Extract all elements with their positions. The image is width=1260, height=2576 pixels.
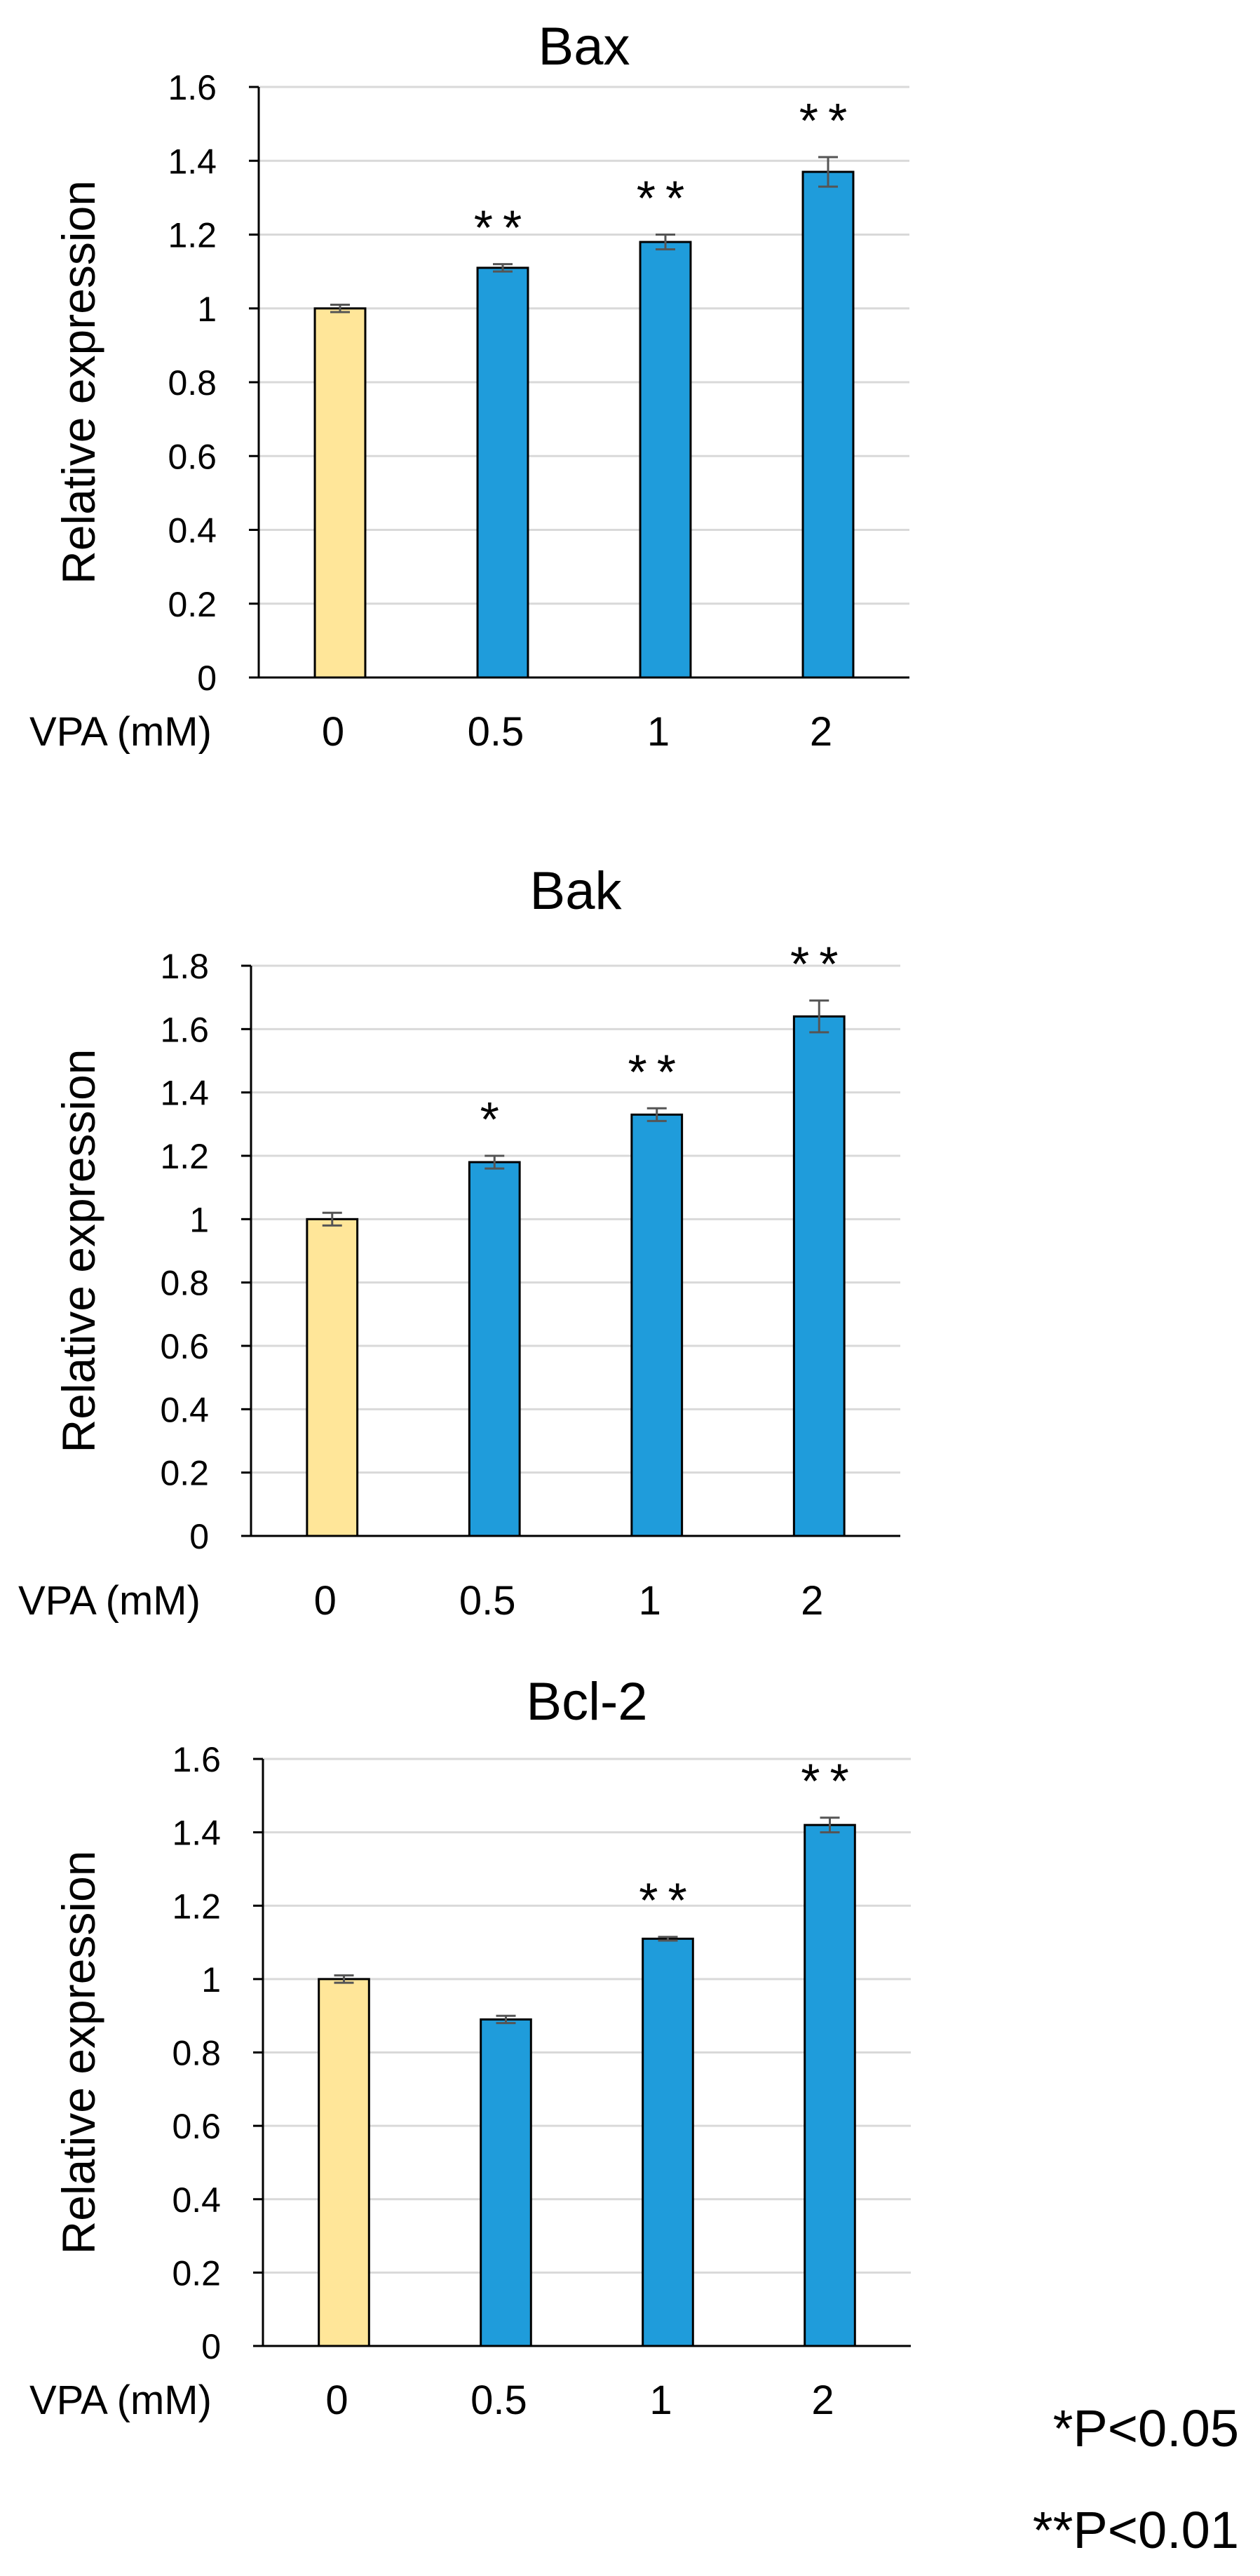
chart-panel-1: Bak 0 0.2 0.4 0.6 0.8 1 1.2 1.4 1.6 1.8 Relative ex… <box>18 861 900 1624</box>
y-tick-label: 0.4 <box>172 2180 221 2220</box>
significance-mark: ** <box>790 937 848 992</box>
bar-2 <box>792 1015 846 1537</box>
bar-1 <box>639 241 692 679</box>
significance-mark: * <box>480 1092 509 1147</box>
y-tick-label: 1.4 <box>160 1074 209 1113</box>
bar-0.5 <box>468 1161 521 1537</box>
x-tick-label: 1 <box>639 1578 661 1624</box>
y-tick-label: 0.4 <box>160 1390 209 1429</box>
y-tick-label: 1.6 <box>160 1010 209 1049</box>
x-tick-label: 0.5 <box>468 709 524 755</box>
y-tick-label: 0.2 <box>168 585 217 624</box>
y-tick-label: 1.4 <box>168 142 217 181</box>
bar-2 <box>804 1823 856 2347</box>
y-tick-label: 1.8 <box>160 947 209 986</box>
y-tick-label: 0.2 <box>160 1454 209 1493</box>
x-axis-label: VPA (mM) <box>29 709 212 755</box>
x-tick-label: 0 <box>325 2378 348 2423</box>
y-tick-label: 1.2 <box>160 1137 209 1176</box>
chart-panel-2: Bcl-2 0 0.2 0.4 0.6 0.8 1 1.2 1.4 1.6 Relative exp… <box>29 1672 911 2423</box>
significance-mark: ** <box>474 201 531 255</box>
x-tick-label: 0 <box>314 1578 337 1624</box>
significance-note-p01: **P<0.01 <box>1032 2501 1239 2559</box>
x-tick-label: 1 <box>647 709 670 755</box>
y-tick-label: 1.4 <box>172 1814 221 1853</box>
x-tick-label: 0 <box>322 709 344 755</box>
x-tick-label: 0.5 <box>459 1578 516 1624</box>
bar-0 <box>306 1218 359 1537</box>
bar-0 <box>318 1978 370 2347</box>
y-axis-label: Relative expression <box>53 1851 104 2255</box>
y-tick-label: 0 <box>197 659 217 698</box>
y-tick-label: 1 <box>197 290 217 329</box>
significance-mark: ** <box>637 171 694 226</box>
chart-title: Bcl-2 <box>526 1672 647 1732</box>
significance-mark: ** <box>639 1873 696 1928</box>
significance-mark: ** <box>628 1044 686 1099</box>
y-tick-label: 0.8 <box>172 2034 221 2073</box>
x-tick-label: 0.5 <box>470 2378 527 2423</box>
y-axis-label: Relative expression <box>53 1049 104 1453</box>
y-tick-label: 0 <box>201 2327 221 2366</box>
x-tick-label: 1 <box>649 2378 672 2423</box>
bar-1 <box>630 1113 684 1537</box>
bar-0.5 <box>476 267 529 679</box>
y-tick-label: 0.4 <box>168 511 217 551</box>
y-tick-label: 1.6 <box>168 68 217 107</box>
bar-0.5 <box>480 2018 532 2347</box>
y-tick-label: 1.2 <box>172 1887 221 1926</box>
x-tick-label: 2 <box>810 709 832 755</box>
significance-note-p05: *P<0.05 <box>1052 2399 1239 2457</box>
y-tick-label: 1.2 <box>168 216 217 255</box>
y-tick-label: 0.6 <box>172 2107 221 2146</box>
y-tick-label: 0 <box>189 1517 209 1556</box>
bar-0 <box>313 307 367 679</box>
y-axis-label: Relative expression <box>53 180 104 584</box>
y-tick-label: 0.8 <box>160 1264 209 1303</box>
x-axis-label: VPA (mM) <box>18 1578 201 1624</box>
significance-mark: ** <box>799 93 857 148</box>
y-tick-label: 1 <box>201 1960 221 2000</box>
chart-panel-0: Bax 0 0.2 0.4 0.6 0.8 1 1.2 1.4 1.6 Relative expre… <box>29 17 909 755</box>
x-tick-label: 2 <box>811 2378 834 2423</box>
chart-title: Bax <box>538 17 630 76</box>
x-axis-label: VPA (mM) <box>29 2378 212 2423</box>
y-tick-label: 0.2 <box>172 2253 221 2293</box>
y-tick-label: 0.6 <box>160 1327 209 1366</box>
bar-1 <box>642 1937 694 2347</box>
y-tick-label: 0.8 <box>168 363 217 403</box>
chart-title: Bak <box>530 861 623 921</box>
y-tick-label: 1 <box>189 1200 209 1239</box>
significance-mark: ** <box>801 1754 858 1809</box>
y-tick-label: 1.6 <box>172 1740 221 1779</box>
x-tick-label: 2 <box>801 1578 823 1624</box>
bar-2 <box>801 170 855 679</box>
y-tick-label: 0.6 <box>168 437 217 476</box>
